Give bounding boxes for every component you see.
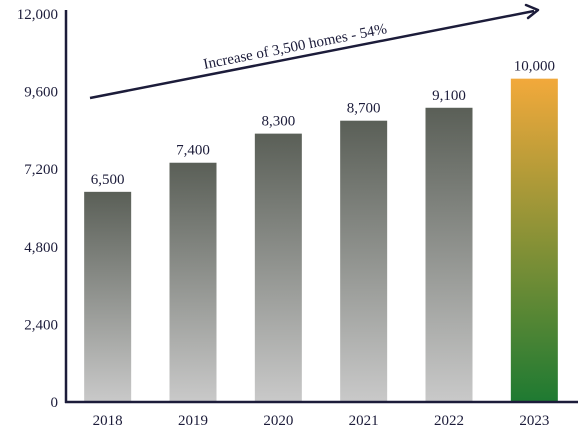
y-tick-label: 2,400: [24, 317, 58, 333]
data-label-2022: 9,100: [432, 88, 466, 104]
bar-2023: [510, 78, 558, 403]
x-tick-label-2020: 2020: [263, 413, 293, 429]
data-label-2018: 6,500: [91, 172, 125, 188]
x-tick-label-2021: 2021: [349, 413, 379, 429]
x-tick-label-2019: 2019: [178, 413, 208, 429]
y-tick-label: 9,600: [24, 85, 58, 101]
y-tick-label: 7,200: [24, 162, 58, 178]
data-label-2020: 8,300: [261, 114, 295, 130]
x-tick-label-2022: 2022: [434, 413, 464, 429]
bar-2018: [84, 191, 132, 402]
axis-layer: 2018 2019 2020 2021 2022 2023 0 2,400 4,800 7,200…: [17, 7, 578, 429]
bars-layer: [84, 78, 558, 403]
annotation-layer: Increase of 3,500 homes - 54%: [89, 3, 540, 100]
data-labels-layer: 6,500 7,400 8,300 8,700 9,100 10,000: [91, 59, 555, 188]
y-tick-label: 0: [51, 395, 59, 411]
data-label-2021: 8,700: [347, 101, 381, 117]
x-tick-label-2023: 2023: [519, 413, 549, 429]
y-tick-label: 12,000: [17, 7, 58, 23]
trend-annotation-label: Increase of 3,500 homes - 54%: [202, 21, 388, 73]
y-tick-label: 4,800: [24, 240, 58, 256]
bar-2021: [340, 120, 388, 402]
data-label-2019: 7,400: [176, 143, 210, 159]
bar-2020: [254, 133, 302, 402]
x-tick-label-2018: 2018: [93, 413, 123, 429]
data-label-2023: 10,000: [514, 59, 555, 75]
trend-arrow-head: [524, 3, 540, 20]
trend-arrow-line: [89, 9, 535, 100]
bar-2019: [169, 162, 217, 402]
bar-2022: [425, 107, 473, 403]
